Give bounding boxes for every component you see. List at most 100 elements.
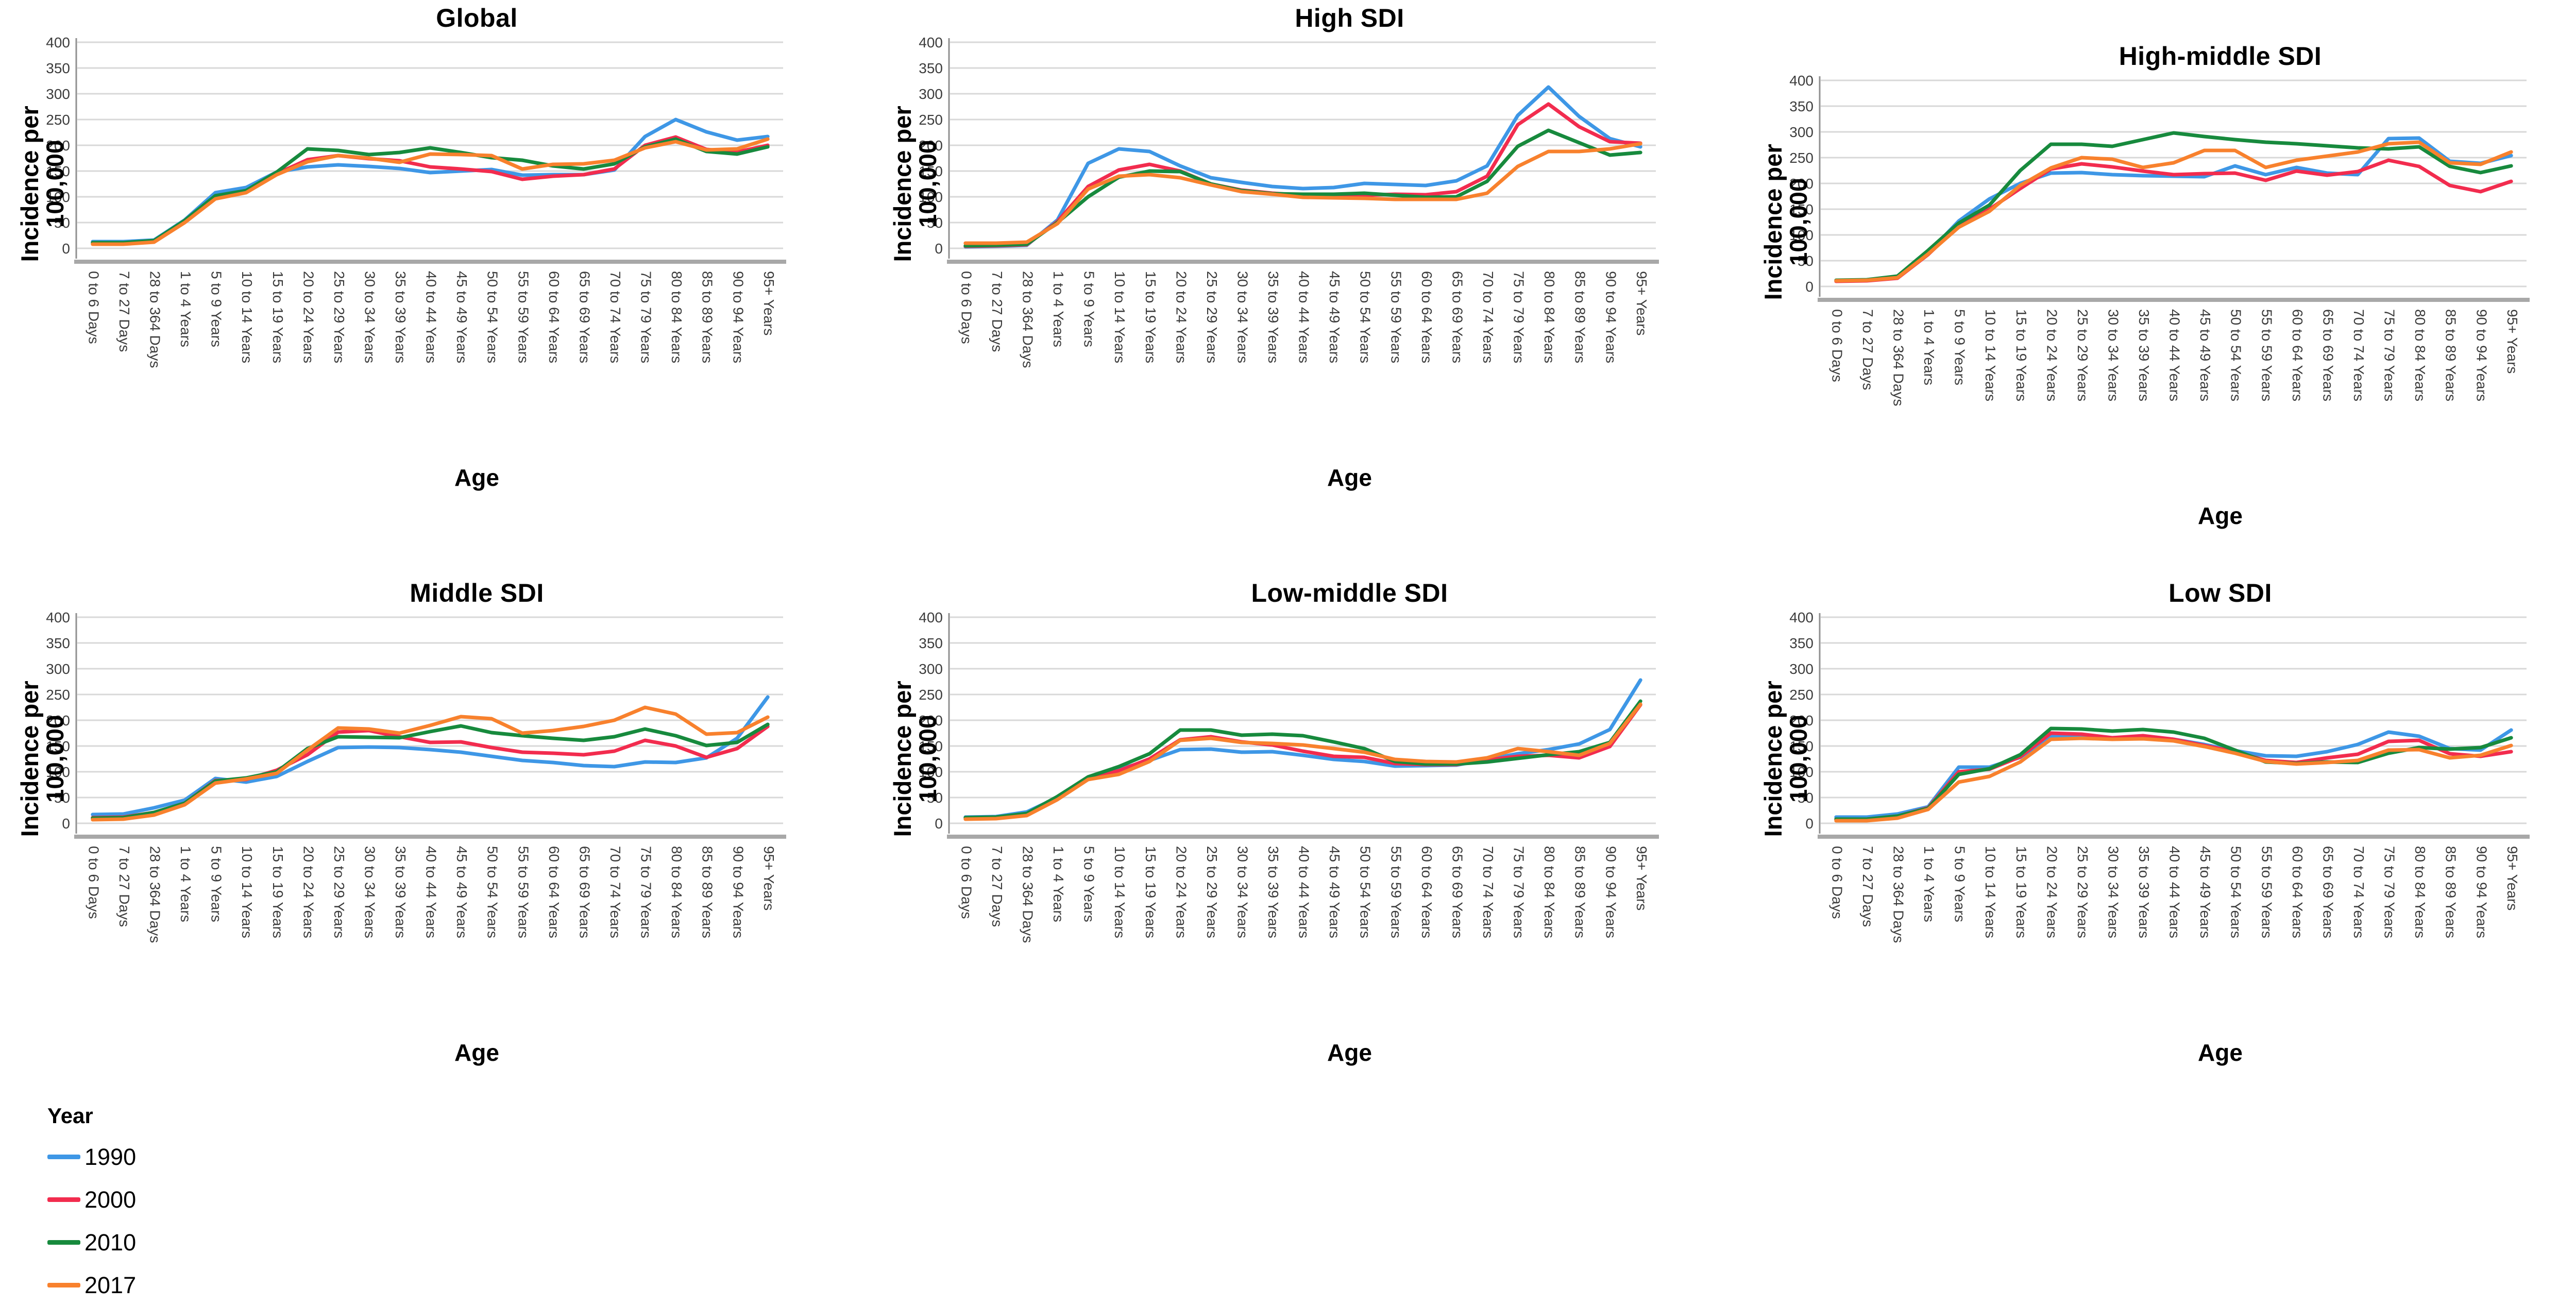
svg-text:7 to 27 Days: 7 to 27 Days — [116, 846, 132, 927]
svg-text:30 to 34 Years: 30 to 34 Years — [362, 271, 378, 363]
svg-text:15 to 19 Years: 15 to 19 Years — [270, 271, 286, 363]
svg-text:0 to 6 Days: 0 to 6 Days — [86, 271, 101, 344]
y-axis-title: Incidence per 100,000 — [16, 681, 69, 837]
svg-text:200: 200 — [1789, 176, 1814, 192]
svg-text:10 to 14 Years: 10 to 14 Years — [1112, 846, 1128, 938]
svg-text:85 to 89 Years: 85 to 89 Years — [2443, 309, 2459, 401]
svg-text:300: 300 — [46, 86, 70, 102]
y-axis-title: Incidence per 100,000 — [889, 681, 941, 837]
svg-text:250: 250 — [1789, 150, 1814, 166]
svg-text:15 to 19 Years: 15 to 19 Years — [2013, 309, 2029, 401]
svg-text:1 to 4 Years: 1 to 4 Years — [1921, 309, 1937, 385]
svg-text:1 to 4 Years: 1 to 4 Years — [178, 846, 194, 922]
legend-line-2010-icon — [47, 1240, 80, 1245]
svg-text:80 to 84 Years: 80 to 84 Years — [2412, 846, 2428, 938]
svg-text:50: 50 — [1798, 253, 1814, 269]
svg-text:35 to 39 Years: 35 to 39 Years — [393, 271, 409, 363]
svg-text:200: 200 — [46, 713, 70, 728]
svg-text:90 to 94 Years: 90 to 94 Years — [1603, 271, 1619, 363]
svg-text:10 to 14 Years: 10 to 14 Years — [239, 846, 255, 938]
svg-text:50: 50 — [1798, 790, 1814, 806]
svg-text:200: 200 — [919, 138, 943, 154]
svg-text:90 to 94 Years: 90 to 94 Years — [730, 846, 746, 938]
svg-text:0 to 6 Days: 0 to 6 Days — [958, 846, 974, 919]
svg-text:15 to 19 Years: 15 to 19 Years — [1143, 271, 1159, 363]
svg-text:70 to 74 Years: 70 to 74 Years — [607, 271, 623, 363]
svg-text:150: 150 — [919, 738, 943, 754]
svg-text:45 to 49 Years: 45 to 49 Years — [454, 846, 470, 938]
svg-text:400: 400 — [919, 35, 943, 50]
svg-text:5 to 9 Years: 5 to 9 Years — [1952, 846, 1968, 922]
svg-text:45 to 49 Years: 45 to 49 Years — [2197, 846, 2213, 938]
line-chart-high-sdi: 0 50 100 150 200 250 300 350 400 0 to 6 Days 7 to … — [919, 35, 1659, 368]
svg-text:35 to 39 Years: 35 to 39 Years — [2136, 309, 2152, 401]
svg-text:50 to 54 Years: 50 to 54 Years — [2228, 846, 2244, 938]
svg-text:95+ Years: 95+ Years — [2504, 846, 2520, 910]
svg-text:65 to 69 Years: 65 to 69 Years — [2320, 309, 2336, 401]
svg-text:1 to 4 Years: 1 to 4 Years — [1050, 271, 1066, 347]
svg-text:150: 150 — [46, 738, 70, 754]
svg-text:90 to 94 Years: 90 to 94 Years — [1603, 846, 1619, 938]
svg-text:7 to 27 Days: 7 to 27 Days — [989, 846, 1005, 927]
svg-text:25 to 29 Years: 25 to 29 Years — [1204, 271, 1220, 363]
svg-text:75 to 79 Years: 75 to 79 Years — [1511, 846, 1527, 938]
svg-text:150: 150 — [46, 163, 70, 179]
svg-text:100: 100 — [46, 764, 70, 780]
svg-text:50 to 54 Years: 50 to 54 Years — [485, 271, 501, 363]
svg-text:5 to 9 Years: 5 to 9 Years — [1081, 271, 1097, 347]
svg-text:40 to 44 Years: 40 to 44 Years — [423, 846, 439, 938]
svg-text:55 to 59 Years: 55 to 59 Years — [2259, 846, 2275, 938]
svg-text:20 to 24 Years: 20 to 24 Years — [1173, 271, 1189, 363]
svg-text:65 to 69 Years: 65 to 69 Years — [577, 271, 592, 363]
legend-line-1990-icon — [47, 1155, 80, 1159]
chart-panel-high-sdi: High SDI Incidence per 100,000 0 50 100 150 2… — [882, 3, 1740, 492]
chart-title: Low-middle SDI — [1251, 579, 1448, 607]
svg-text:30 to 34 Years: 30 to 34 Years — [1234, 271, 1250, 363]
svg-text:5 to 9 Years: 5 to 9 Years — [209, 271, 225, 347]
svg-text:30 to 34 Years: 30 to 34 Years — [2105, 846, 2121, 938]
svg-text:20 to 24 Years: 20 to 24 Years — [2044, 309, 2060, 401]
svg-text:50: 50 — [927, 215, 943, 231]
svg-text:60 to 64 Years: 60 to 64 Years — [546, 846, 562, 938]
svg-text:150: 150 — [1789, 738, 1814, 754]
y-axis-title: Incidence per 100,000 — [1759, 681, 1812, 837]
legend-title: Year — [47, 1104, 93, 1128]
svg-text:350: 350 — [46, 60, 70, 76]
chart-title: Middle SDI — [410, 579, 544, 607]
svg-text:95+ Years: 95+ Years — [761, 846, 777, 910]
svg-text:20 to 24 Years: 20 to 24 Years — [1173, 846, 1189, 938]
svg-text:400: 400 — [46, 610, 70, 625]
svg-text:60 to 64 Years: 60 to 64 Years — [546, 271, 562, 363]
chart-title: High SDI — [1295, 4, 1404, 32]
svg-text:50 to 54 Years: 50 to 54 Years — [485, 846, 501, 938]
svg-text:75 to 79 Years: 75 to 79 Years — [638, 271, 654, 363]
svg-text:60 to 64 Years: 60 to 64 Years — [2290, 846, 2306, 938]
chart-panel-global: Global Incidence per 100,000 0 50 100 150 200… — [9, 3, 867, 492]
legend-item-1990: 1990 — [47, 1135, 136, 1178]
svg-text:350: 350 — [919, 60, 943, 76]
svg-text:60 to 64 Years: 60 to 64 Years — [1419, 271, 1435, 363]
svg-text:85 to 89 Years: 85 to 89 Years — [1572, 271, 1588, 363]
svg-text:45 to 49 Years: 45 to 49 Years — [1327, 846, 1343, 938]
svg-text:55 to 59 Years: 55 to 59 Years — [515, 846, 531, 938]
line-chart-global: 0 50 100 150 200 250 300 350 400 0 to 6 Days 7 to … — [46, 35, 786, 368]
svg-text:350: 350 — [1789, 635, 1814, 651]
svg-text:150: 150 — [919, 163, 943, 179]
x-axis-title: Age — [2198, 1039, 2243, 1066]
svg-text:80 to 84 Years: 80 to 84 Years — [669, 846, 685, 938]
svg-text:85 to 89 Years: 85 to 89 Years — [1572, 846, 1588, 938]
svg-text:35 to 39 Years: 35 to 39 Years — [393, 846, 409, 938]
svg-text:400: 400 — [46, 35, 70, 50]
svg-text:55 to 59 Years: 55 to 59 Years — [515, 271, 531, 363]
svg-text:85 to 89 Years: 85 to 89 Years — [700, 271, 716, 363]
svg-text:0: 0 — [62, 816, 70, 832]
svg-text:15 to 19 Years: 15 to 19 Years — [2013, 846, 2029, 938]
svg-text:10 to 14 Years: 10 to 14 Years — [1982, 846, 1998, 938]
svg-text:25 to 29 Years: 25 to 29 Years — [2075, 309, 2091, 401]
svg-text:1 to 4 Years: 1 to 4 Years — [1921, 846, 1937, 922]
svg-text:25 to 29 Years: 25 to 29 Years — [2075, 846, 2091, 938]
svg-text:60 to 64 Years: 60 to 64 Years — [2290, 309, 2306, 401]
svg-text:200: 200 — [46, 138, 70, 154]
legend-line-2000-icon — [47, 1197, 80, 1202]
svg-text:25 to 29 Years: 25 to 29 Years — [331, 846, 347, 938]
